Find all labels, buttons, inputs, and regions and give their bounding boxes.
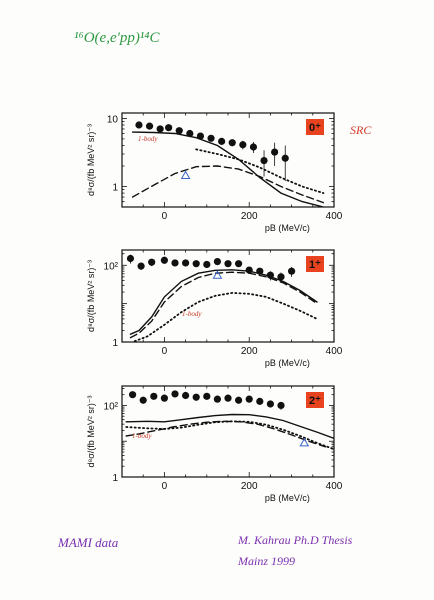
data-point — [160, 256, 168, 264]
y-axis-label: d⁸σ/(fb MeV² sr)⁻³ — [86, 260, 96, 332]
chart-panel: 1 10² 0 200 400 pB (MeV/c) d⁸σ/(fb MeV² sr)⁻³ 2… — [86, 385, 343, 503]
plot-frame — [121, 112, 335, 208]
data-point — [203, 260, 211, 269]
state-badge — [306, 392, 324, 408]
y-tick-label: 1 — [112, 182, 118, 193]
chart-panel: 1 10 0 200 400 pB (MeV/c) d⁸σ/(fb MeV² sr)⁻³ 0⁺… — [86, 112, 343, 233]
data-point — [213, 395, 221, 403]
state-badge-label: 2⁺ — [309, 395, 321, 407]
data-origin-note: MAMI data — [58, 535, 119, 550]
curve-dotted — [195, 148, 325, 194]
author-line: M. Kahrau Ph.D Thesis — [238, 533, 353, 547]
data-point — [126, 254, 135, 263]
y-tick-label: 10² — [104, 261, 119, 272]
data-point — [249, 143, 258, 151]
data-point — [148, 258, 156, 266]
data-point — [139, 396, 147, 404]
y-tick-label: 10² — [104, 401, 119, 412]
x-tick-label: 0 — [162, 211, 168, 222]
src-label: SRC — [350, 123, 372, 137]
state-badge-label: 0⁺ — [309, 122, 321, 134]
y-tick-label: 1 — [112, 473, 118, 484]
data-point — [256, 267, 264, 275]
data-point — [192, 260, 200, 268]
data-point — [165, 124, 173, 132]
data-point — [224, 394, 232, 402]
data-point — [260, 157, 268, 165]
data-point — [182, 259, 190, 267]
data-point — [235, 396, 243, 404]
data-point — [228, 139, 236, 147]
state-badge — [306, 256, 324, 272]
data-point — [218, 137, 226, 145]
curve-note: 1-body — [182, 310, 202, 318]
x-axis-label: pB (MeV/c) — [265, 223, 310, 233]
x-axis-label: pB (MeV/c) — [265, 358, 310, 368]
data-point — [271, 148, 279, 156]
triangle-marker — [212, 270, 223, 279]
curve-dashed — [131, 165, 325, 204]
curve-note: 1-body — [138, 135, 158, 143]
curve-dotted — [125, 420, 334, 451]
data-point — [213, 257, 221, 266]
y-axis-label: d⁸σ/(fb MeV² sr)⁻³ — [86, 124, 96, 196]
data-point — [288, 267, 296, 275]
author-note: M. Kahrau Ph.D Thesis Mainz 1999 — [238, 530, 352, 572]
curve-solid — [125, 413, 334, 440]
data-point — [182, 391, 190, 400]
x-tick-label: 200 — [241, 211, 258, 222]
data-point — [224, 260, 232, 268]
data-point — [135, 121, 143, 129]
state-badge — [306, 119, 324, 135]
data-point — [160, 394, 168, 402]
x-tick-label: 200 — [241, 481, 258, 492]
author-line: Mainz 1999 — [238, 554, 295, 568]
data-point — [266, 271, 274, 279]
data-point — [239, 141, 247, 149]
x-tick-label: 400 — [326, 481, 343, 492]
x-tick-label: 400 — [326, 346, 343, 357]
chart-panel: 1 10² 0 200 400 pB (MeV/c) d⁸σ/(fb MeV² sr)⁻³ 1… — [86, 249, 343, 368]
curve-dotted — [133, 291, 318, 342]
data-point — [277, 401, 285, 410]
data-point — [150, 392, 158, 400]
data-point — [256, 397, 264, 405]
data-point — [171, 259, 179, 267]
curve-solid — [129, 269, 318, 335]
data-point — [129, 391, 137, 399]
x-tick-label: 0 — [162, 346, 168, 357]
x-tick-label: 400 — [326, 211, 343, 222]
curve-dashed — [129, 271, 318, 339]
data-point — [137, 262, 145, 270]
y-axis-label: d⁸σ/(fb MeV² sr)⁻³ — [86, 395, 96, 467]
data-point — [281, 154, 289, 162]
data-point — [192, 393, 200, 401]
data-point — [145, 122, 154, 130]
curve-note: 1-body — [132, 432, 152, 440]
x-tick-label: 200 — [241, 346, 258, 357]
y-tick-label: 10 — [107, 114, 119, 125]
data-point — [171, 390, 179, 398]
triangle-marker — [299, 437, 310, 447]
state-badge-label: 1⁺ — [309, 259, 321, 271]
x-axis-label: pB (MeV/c) — [265, 493, 310, 503]
data-point — [245, 395, 253, 403]
data-point — [156, 125, 164, 133]
data-point — [207, 134, 215, 142]
data-point — [175, 127, 183, 135]
data-point — [245, 266, 253, 274]
curve-solid — [131, 131, 325, 207]
data-point — [196, 132, 205, 140]
data-point — [186, 129, 194, 138]
y-tick-label: 1 — [112, 338, 118, 349]
x-tick-label: 0 — [162, 481, 168, 492]
data-point — [277, 273, 285, 281]
triangle-marker — [180, 170, 191, 180]
data-point — [266, 400, 274, 408]
data-point — [203, 392, 211, 400]
data-point — [235, 260, 243, 268]
reaction-title: ¹⁶O(e,e'pp)¹⁴C — [74, 30, 160, 46]
